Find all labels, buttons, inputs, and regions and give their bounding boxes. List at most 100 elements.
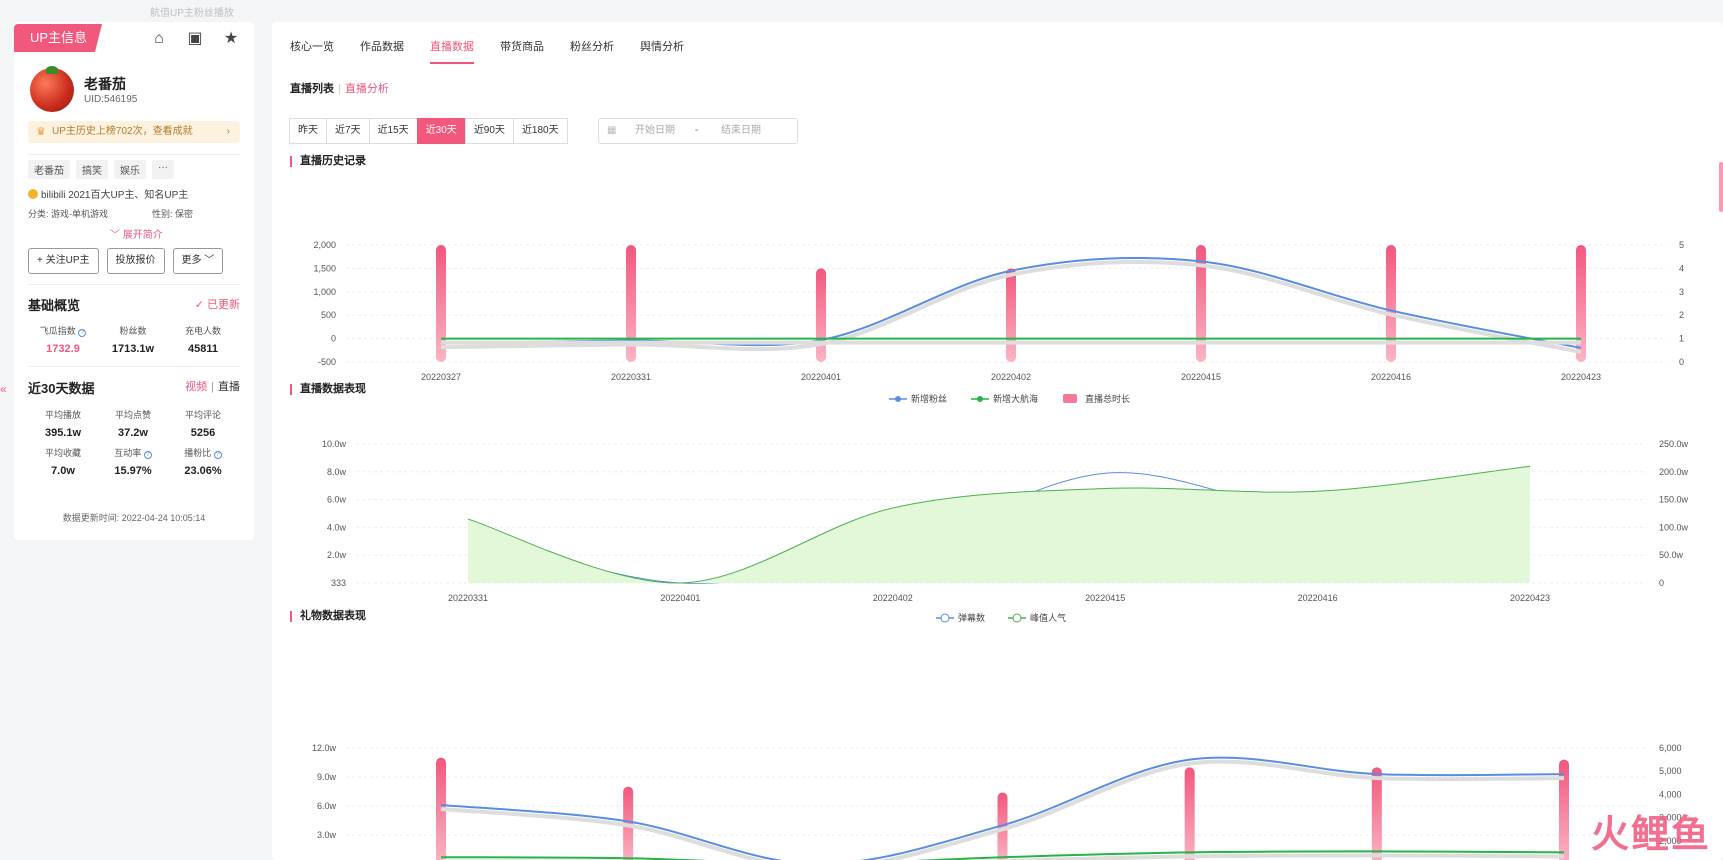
date-picker[interactable]: ▦ 开始日期 - 结束日期 [598, 118, 798, 144]
stat-label: 平均播放 [44, 410, 81, 420]
y-right-tick-label: 4 [1679, 263, 1684, 273]
tab-works[interactable]: 作品数据 [360, 41, 404, 53]
stat-label: 平均点赞 [114, 410, 151, 420]
bar [1576, 245, 1586, 362]
divider [28, 154, 240, 155]
y-left-tick-label: 6.0w [317, 801, 337, 811]
live-performance-chart: 10.0w 8.0w 6.0w 4.0w 2.0w 333 250.0w 200.0w 150.… [322, 439, 1689, 623]
range-7d[interactable]: 近7天 [326, 118, 370, 144]
home-icon[interactable]: ⌂ [154, 30, 164, 47]
subtab-live-analysis[interactable]: 直播分析 [344, 83, 389, 95]
range-yesterday[interactable]: 昨天 [289, 118, 327, 144]
stat-value: 23.06% [184, 465, 222, 477]
tag[interactable]: 老番茄 [28, 160, 70, 179]
y-left-tick-label: 500 [321, 310, 336, 320]
legend-label: 直播总时长 [1085, 393, 1130, 404]
y-left-tick-label: 12.0w [312, 743, 337, 753]
legend-label: 新增大航海 [993, 393, 1038, 404]
breadcrumb: 航值UP主粉丝播放 [150, 8, 234, 19]
up-info-panel: UP主信息 ⌂ ▣ ★ 老番茄 UID:546195 ♛ UP主历史上榜702次… [14, 22, 254, 540]
y-left-tick-label: 0 [331, 334, 336, 344]
help-icon[interactable]: ? [78, 329, 87, 337]
tab-core[interactable]: 核心一览 [290, 41, 334, 53]
range-90d[interactable]: 近90天 [464, 118, 514, 144]
tab-fans[interactable]: 粉丝分析 [570, 41, 614, 53]
side-scroll-tab[interactable] [1719, 162, 1723, 212]
help-icon[interactable]: ? [213, 451, 222, 459]
tv-icon[interactable]: ▣ [187, 30, 203, 47]
basic-stats: 飞瓜指数 ? 1732.9 粉丝数 1713.1w 充电人数 45811 [28, 324, 240, 355]
tab-goods[interactable]: 带货商品 [500, 41, 544, 53]
legend-swatch [1063, 394, 1077, 403]
rank-banner[interactable]: ♛ UP主历史上榜702次，查看成就 › [28, 121, 240, 143]
stat-value: 5256 [190, 427, 216, 439]
stat-charge: 充电人数 45811 [168, 324, 238, 355]
bar [1386, 245, 1396, 362]
avatar[interactable] [30, 66, 74, 112]
collapse-arrow-icon[interactable]: « [0, 382, 7, 396]
y-left-tick-label: 2.0w [327, 550, 347, 560]
legend-label: 峰值人气 [1030, 612, 1066, 623]
legend-marker [977, 396, 983, 402]
legend-label: 新增粉丝 [911, 393, 947, 404]
tag-more[interactable]: ··· [152, 160, 174, 179]
y-right-tick-label: 200.0w [1659, 467, 1689, 477]
report-button[interactable]: 投放报价 [106, 248, 165, 274]
gift-performance-chart: 12.0w9.0w6.0w3.0w06,0005,0004,0003,0002,… [312, 743, 1682, 860]
end-date-input[interactable]: 结束日期 [721, 125, 761, 136]
range-30d[interactable]: 近30天 [416, 118, 466, 144]
up-uid: UID:546195 [84, 94, 138, 105]
range-180d[interactable]: 近180天 [512, 118, 568, 144]
start-date-input[interactable]: 开始日期 [635, 125, 675, 136]
stat-avg-fav: 平均收藏 7.0w [28, 446, 98, 477]
tab-video[interactable]: 视频 [185, 381, 208, 393]
stat-value: 45811 [188, 343, 218, 355]
basic-overview-title: 基础概览 [28, 298, 81, 313]
y-right-tick-label: 6,000 [1659, 743, 1682, 753]
x-tick-label: 20220402 [873, 593, 913, 603]
x-tick-label: 20220401 [660, 593, 700, 603]
medal-icon [28, 189, 38, 199]
y-right-tick-label: 5,000 [1659, 766, 1682, 776]
subtab-live-list[interactable]: 直播列表 [290, 83, 334, 95]
crown-icon: ♛ [36, 126, 46, 138]
stat-avg-play: 平均播放 395.1w [28, 408, 98, 439]
y-right-tick-label: 2 [1679, 310, 1684, 320]
recent-stats-row1: 平均播放 395.1w 平均点赞 37.2w 平均评论 5256 [28, 408, 240, 439]
y-right-tick-label: 4,000 [1659, 789, 1682, 799]
expand-intro-link[interactable]: ﹀ 展开简介 [110, 230, 163, 241]
brand-logo: 火鲤鱼 [1590, 814, 1711, 856]
y-right-tick-label: 3 [1679, 287, 1684, 297]
bar [1196, 245, 1206, 362]
tab-opinion[interactable]: 舆情分析 [640, 41, 684, 53]
y-right-tick-label: 1 [1679, 334, 1684, 344]
bar [1371, 767, 1382, 860]
bar [1006, 268, 1016, 362]
tag[interactable]: 娱乐 [114, 160, 146, 179]
main-panel: 核心一览 作品数据 直播数据 带货商品 粉丝分析 舆情分析 直播列表 | 直播分析 … [272, 22, 1723, 860]
more-button[interactable]: 更多 ﹀ [172, 248, 224, 274]
star-icon[interactable]: ★ [223, 30, 239, 47]
y-right-tick-label: 0 [1659, 578, 1664, 588]
stat-interaction-rate: 互动率 ? 15.97% [98, 446, 168, 477]
x-tick-label: 20220423 [1510, 593, 1550, 603]
y-left-tick-label: 10.0w [322, 439, 347, 449]
tag[interactable]: 搞笑 [76, 160, 108, 179]
x-tick-label: 20220415 [1181, 372, 1221, 382]
stat-label: 平均收藏 [44, 448, 81, 458]
bar [816, 268, 826, 362]
divider [28, 366, 240, 367]
series-area [468, 466, 1530, 584]
follow-button[interactable]: + 关注UP主 [28, 248, 99, 274]
up-name: 老番茄 [84, 76, 126, 92]
tab-live[interactable]: 直播 [218, 381, 240, 393]
range-15d[interactable]: 近15天 [368, 118, 418, 144]
y-right-tick-label: 250.0w [1659, 439, 1689, 449]
date-separator: - [695, 125, 699, 136]
help-icon[interactable]: ? [143, 451, 152, 459]
bar [623, 786, 634, 860]
bar [626, 245, 636, 362]
tab-live-data[interactable]: 直播数据 [430, 38, 474, 64]
stat-value: 7.0w [51, 465, 75, 477]
legend-marker [1012, 613, 1022, 623]
